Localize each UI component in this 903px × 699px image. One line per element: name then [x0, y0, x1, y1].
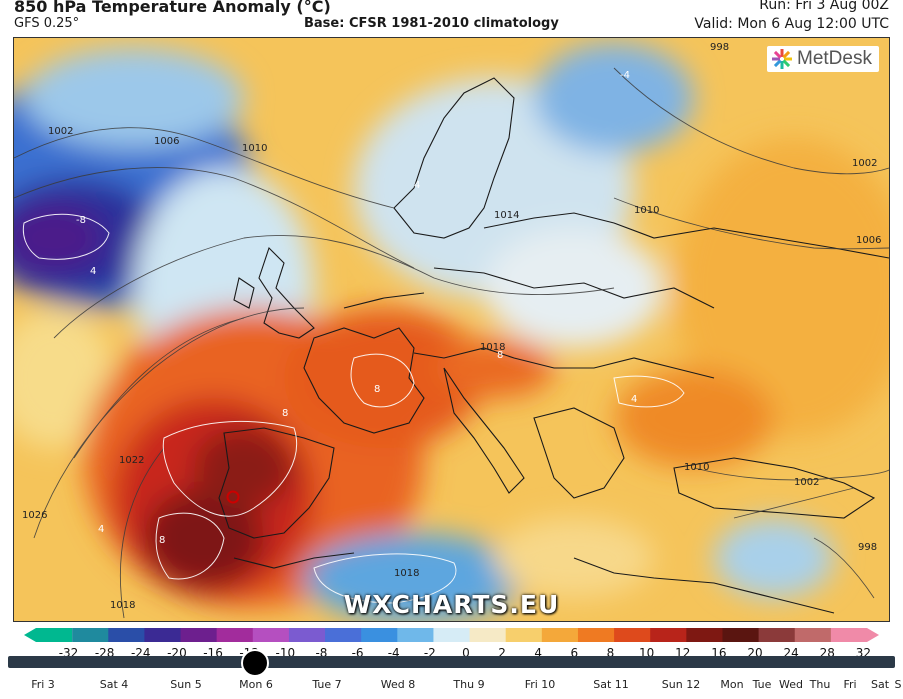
- timeline-day-label[interactable]: Fri 3: [31, 678, 55, 691]
- colorbar-segment: [288, 628, 326, 642]
- colorbar-tick-label: -4: [387, 646, 400, 660]
- metdesk-logo: MetDesk: [767, 46, 879, 72]
- valid-time-label: Valid: Mon 6 Aug 12:00 UTC: [694, 16, 889, 32]
- anomaly-label: 4: [98, 524, 104, 535]
- colorbar-segment: [216, 628, 254, 642]
- timeline-slider-track[interactable]: [8, 656, 895, 668]
- colorbar-segment: [758, 628, 796, 642]
- colorbar-tick-label: 4: [534, 646, 543, 660]
- isobar-label: 998: [858, 542, 877, 553]
- anomaly-label: 8: [497, 350, 503, 361]
- colorbar-segment: [505, 628, 543, 642]
- anomaly-map[interactable]: 1002 1006 1010 1014 1022 1026 1018 1006 …: [13, 37, 890, 622]
- anomaly-label: -4: [620, 70, 630, 81]
- timeline-slider-handle[interactable]: [241, 649, 269, 677]
- timeline-day-label[interactable]: Sun 12: [661, 678, 701, 691]
- anomaly-label: 4: [631, 394, 637, 405]
- isobar-label: 1002: [852, 158, 877, 169]
- timeline-day-label[interactable]: Wed 8: [380, 678, 416, 691]
- timeline-day-label[interactable]: Sat 11: [593, 678, 629, 691]
- location-marker[interactable]: [226, 490, 240, 504]
- metdesk-logo-icon: [772, 49, 792, 69]
- isobar-label: 1026: [22, 510, 47, 521]
- anomaly-label-group: -8 4 -4 8 8 8 4 8 4 4: [76, 70, 637, 546]
- timeline-day-label[interactable]: Thu: [809, 678, 831, 691]
- anomaly-label: 8: [159, 535, 165, 546]
- model-label: GFS 0.25°: [14, 16, 80, 31]
- colorbar-tick-label: -6: [351, 646, 364, 660]
- colorbar-segment: [614, 628, 651, 642]
- isobar-label: 1006: [856, 235, 881, 246]
- colorbar-segment: [830, 628, 879, 642]
- wxcharts-watermark: WXCHARTS.EU: [343, 590, 560, 619]
- colorbar-segment: [722, 628, 760, 642]
- colorbar-tick-label: 2: [498, 646, 506, 660]
- colorbar-segment: [361, 628, 398, 642]
- colorbar-segment: [577, 628, 615, 642]
- isobar-label: 1010: [634, 205, 659, 216]
- timeline-day-label[interactable]: Mon 6: [239, 678, 273, 691]
- anomaly-label: 4: [90, 266, 96, 277]
- map-canvas: 1002 1006 1010 1014 1022 1026 1018 1006 …: [14, 38, 889, 621]
- timeline-day-label[interactable]: S: [894, 678, 902, 691]
- colorbar-segment: [108, 628, 145, 642]
- isobar-label: 1022: [119, 455, 144, 466]
- colorbar-segment: [325, 628, 362, 642]
- colorbar-segment: [180, 628, 218, 642]
- colorbar-segment: [252, 628, 290, 642]
- timeline-day-label[interactable]: Tue: [752, 678, 772, 691]
- timeline-day-label[interactable]: Fri 10: [524, 678, 556, 691]
- isobars: [14, 67, 889, 619]
- colorbar: [24, 628, 879, 642]
- timeline-day-label[interactable]: Mon: [720, 678, 744, 691]
- colorbar-segment: [433, 628, 471, 642]
- colorbar-tick-label: -8: [315, 646, 328, 660]
- isobar-label: 1018: [480, 342, 505, 353]
- timeline-day-label[interactable]: Sat 4: [99, 678, 129, 691]
- metdesk-logo-text: MetDesk: [797, 48, 872, 69]
- isobar-label: 1006: [154, 136, 179, 147]
- anomaly-label: 8: [374, 384, 380, 395]
- colorbar-segment: [650, 628, 687, 642]
- isobar-label: 1010: [242, 143, 267, 154]
- isobar-label: 998: [710, 42, 729, 53]
- colorbar-segment: [144, 628, 182, 642]
- colorbar-segment: [794, 628, 832, 642]
- colorbar-tick-label: 0: [462, 646, 470, 660]
- anomaly-contours: [22, 213, 685, 604]
- isobar-label: 1002: [794, 477, 819, 488]
- anomaly-label: 8: [282, 408, 288, 419]
- timeline-day-label[interactable]: Tue 7: [312, 678, 342, 691]
- isobar-label: 1010: [684, 462, 709, 473]
- timeline-day-label[interactable]: Thu 9: [453, 678, 485, 691]
- colorbar-tick-label: 8: [606, 646, 615, 660]
- colorbar-segment: [24, 628, 73, 642]
- anomaly-label: -8: [76, 215, 86, 226]
- chart-header: 850 hPa Temperature Anomaly (°C) GFS 0.2…: [0, 0, 903, 36]
- colorbar-tick-label: -2: [423, 646, 436, 660]
- coastlines: [218, 77, 889, 614]
- isobar-label: 1018: [394, 568, 419, 579]
- colorbar-segment: [72, 628, 109, 642]
- isobar-label-group: 1002 1006 1010 1014 1022 1026 1018 1006 …: [22, 42, 881, 611]
- timeline-day-label[interactable]: Sat: [870, 678, 890, 691]
- isobar-label: 1014: [494, 210, 519, 221]
- timeline-day-label[interactable]: Sun 5: [170, 678, 202, 691]
- climatology-base-label: Base: CFSR 1981-2010 climatology: [304, 16, 559, 31]
- timeline-day-labels: Fri 3 Sat 4 Sun 5 Mon 6 Tue 7 Wed 8 Thu 9 Fri 1…: [0, 678, 903, 696]
- isobar-label: 1018: [110, 600, 135, 611]
- colorbar-segment: [397, 628, 435, 642]
- colorbar-tick-label: 6: [570, 646, 579, 660]
- colorbar-segment: [541, 628, 579, 642]
- colorbar-segment: [469, 628, 507, 642]
- chart-title: 850 hPa Temperature Anomaly (°C): [14, 0, 331, 16]
- colorbar-segment: [686, 628, 724, 642]
- isobar-label: 1002: [48, 126, 73, 137]
- timeline-day-label[interactable]: Fri: [843, 678, 857, 691]
- anomaly-label: 4: [414, 180, 420, 191]
- timeline-day-label[interactable]: Wed: [779, 678, 803, 691]
- run-time-label: Run: Fri 3 Aug 00Z: [759, 0, 889, 13]
